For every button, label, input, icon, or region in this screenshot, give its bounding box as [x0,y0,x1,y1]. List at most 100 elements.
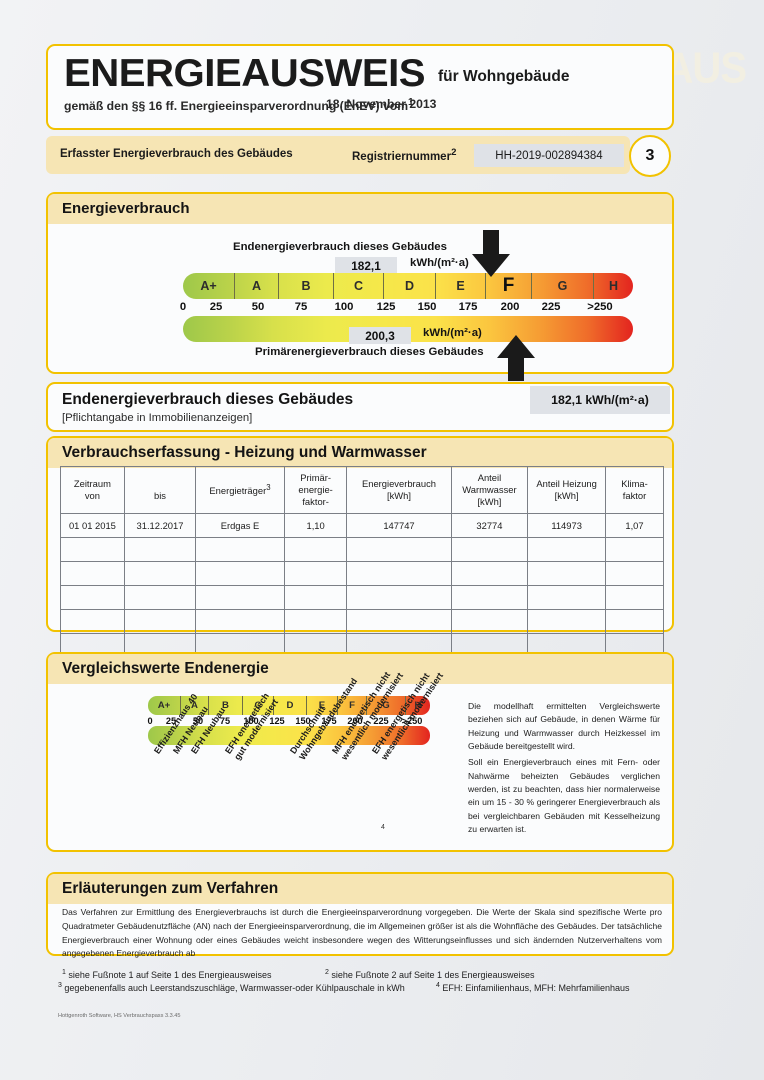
footnote-1-marker: 1 [62,969,66,976]
explanation-header-band [48,874,672,904]
comparison-header-band [48,654,672,684]
cell-bis [123,609,197,634]
comparison-values-section: Vergleichswerte Endenergie A+ A B C D E F G H 0 2… [46,652,674,852]
cell-von [60,561,125,586]
comparison-tick-5: 125 [269,716,285,726]
cell-anteil_warmwasser [450,609,529,634]
footnote-2-marker: 2 [325,969,329,976]
primary-energy-unit: kWh/(m²·a) [423,327,482,339]
energy-tick-3: 75 [294,301,308,313]
energy-grade-F: F [486,273,532,299]
cell-bis: 31.12.2017 [123,513,197,538]
cell-anteil_warmwasser [450,537,529,562]
table-header-band [48,438,672,468]
comparison-tick-6: 150 [295,716,311,726]
comparison-tick-2: 50 [192,716,204,726]
comparison-scale-bar-lower [148,726,430,745]
comparison-tick-1: 25 [165,716,177,726]
legal-basis-label: gemäß den §§ 16 ff. Energieeinsparverord… [64,99,409,114]
cell-energieverbrauch [346,537,452,562]
primary-energy-marker-arrow-icon [497,335,535,381]
th-ev-line1: Energieverbrauch [361,478,436,490]
energy-grade-D: D [384,273,436,299]
table-row [60,537,665,562]
cell-bis [123,537,197,562]
footnote-1: 1 siehe Fußnote 1 auf Seite 1 des Energi… [62,969,272,980]
cell-anteil_heizung: 114973 [527,513,606,538]
section-title-energieverbrauch: Energieverbrauch [62,200,190,217]
section-header-band [48,194,672,224]
cell-energieverbrauch [346,609,452,634]
th-zeitraum-label: Zeitraum [73,478,111,490]
final-energy-value: 182,1 [335,257,397,274]
th-zeitraum-bis: . bis [123,466,197,514]
cell-energietraeger [195,609,285,634]
final-energy-unit: kWh/(m²·a) [410,257,469,269]
energy-tick-7: 175 [458,301,478,313]
comparison-paragraph-1: Die modellhaft ermittelten Vergleichswer… [468,701,660,751]
table-head: Zeitraum von . bis Energieträger3 Primär… [60,466,665,514]
cell-klimafaktor [604,537,665,562]
comparison-grade-C: C [243,696,274,715]
table-row [60,561,665,586]
final-energy-marker-arrow-icon [472,230,510,277]
th-primaerenergiefaktor: Primär- energie- faktor- [283,466,348,514]
regulation-date: 18. November 2013 [326,97,437,111]
comparison-grade-H: H [414,700,422,711]
header-box: ENERGIEAUSWEIS für Wohngebäude gemäß den… [46,44,674,130]
comparison-grade-E: E [307,696,338,715]
comparison-title: Vergleichswerte Endenergie [62,660,269,677]
table-body: 01 01 2015 31.12.2017 Erdgas E 1,10 147747 32… [60,513,665,658]
energy-consumption-section: Energieverbrauch Endenergieverbrauch die… [46,192,674,381]
th-pef-line3: faktor- [302,495,329,507]
cell-anteil_heizung [527,585,606,610]
footnote-3-text: gegebenenfalls auch Leerstandszuschläge,… [64,983,405,993]
th-energietraeger: Energieträger3 [195,466,285,514]
footnote-3: 3 gegebenenfalls auch Leerstandszuschläg… [58,982,405,993]
comparison-explanation-text: Die modellhaft ermittelten Vergleichswer… [468,700,660,836]
cell-klimafaktor [604,561,665,586]
comparison-grade-F: F [338,696,367,715]
energy-grade-G: G [532,273,594,299]
primary-energy-label: Primärenergieverbrauch dieses Gebäudes [255,346,484,358]
legal-footnote-marker: 1 [408,97,414,108]
comparison-grade-B: B [209,696,243,715]
footnote-2-text: siehe Fußnote 2 auf Seite 1 des Energiea… [331,970,535,980]
comparison-tick-10: >250 [401,716,423,726]
th-anteil-warmwasser: Anteil Warmwasser [kWh] [450,466,529,514]
energy-tick-2: 50 [251,301,265,313]
registration-number-label: Registriernummer2 [352,147,456,163]
cell-energieverbrauch [346,561,452,586]
th-ev-line2: [kWh] [387,490,411,501]
th-ah-line1: Anteil Heizung [536,478,597,490]
energy-grade-Aplus: A+ [183,273,235,299]
th-energietraeger-label: Energieträger [209,485,267,497]
energy-tick-1: 25 [209,301,223,313]
cell-anteil_heizung [527,609,606,634]
cell-anteil_warmwasser: 32774 [450,513,529,538]
comparison-grade-A: A [181,696,209,715]
page-number-badge: 3 [629,135,671,177]
th-pef-line1: Primär- [300,472,331,484]
comparison-tick-4: 100 [243,716,259,726]
th-klimafaktor: Klima- faktor [604,466,665,514]
comparison-tick-0: 0 [147,716,153,726]
registration-number-text: Registriernummer [352,150,452,163]
cell-energietraeger [195,537,285,562]
th-aw-line2: Warmwasser [462,484,517,496]
comparison-tick-8: 200 [347,716,363,726]
cell-pef [283,585,348,610]
cell-energieverbrauch [346,585,452,610]
cell-pef [283,609,348,634]
energy-scale-bar-upper [183,273,633,299]
cell-von [60,537,125,562]
final-energy-label: Endenergieverbrauch dieses Gebäudes [233,241,447,253]
energy-tick-5: 125 [376,301,396,313]
th-aw-line1: Anteil [477,472,502,484]
primary-energy-value: 200,3 [349,327,411,344]
footnote-3-marker: 3 [58,982,62,989]
cell-klimafaktor [604,609,665,634]
comparison-paragraph-2: Soll ein Energieverbrauch eines mit Fern… [468,757,660,834]
comparison-tick-3: 75 [219,716,231,726]
